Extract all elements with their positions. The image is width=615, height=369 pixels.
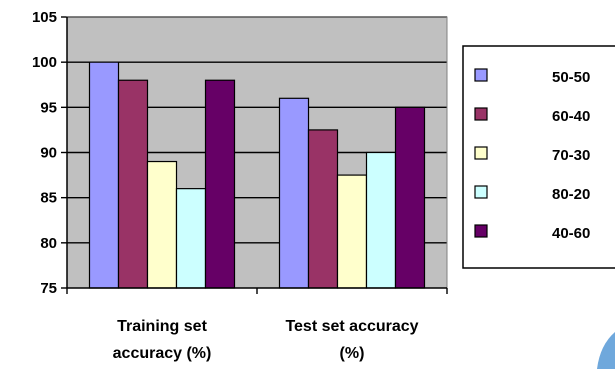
x-category-label: Test set accuracy: [285, 318, 418, 335]
y-tick-label: 105: [32, 9, 57, 26]
legend-label-80-20: 80-20: [552, 186, 590, 203]
legend-swatch-50-50: [474, 68, 488, 82]
legend-swatch-70-30: [474, 146, 488, 160]
x-category-label: accuracy (%): [113, 345, 212, 362]
bar-80-20-0: [175, 188, 207, 289]
bars: [88, 61, 426, 289]
y-tick-label: 100: [32, 54, 57, 71]
legend-swatch-60-40: [474, 107, 488, 121]
bar-60-40-1: [307, 129, 339, 289]
bar-70-30-1: [336, 174, 368, 289]
legend-swatch-80-20: [474, 185, 488, 199]
bar-50-50-1: [278, 97, 310, 289]
y-tick-label: 90: [40, 145, 57, 162]
axes: [61, 16, 448, 294]
y-tick-label: 75: [40, 280, 57, 297]
legend-label-60-40: 60-40: [552, 108, 590, 125]
y-tick-label: 85: [40, 190, 57, 207]
y-tick-label: 95: [40, 99, 57, 116]
bar-40-60-0: [204, 79, 236, 289]
x-category-label: (%): [340, 345, 365, 362]
bar-60-40-0: [117, 79, 149, 289]
legend-label-50-50: 50-50: [552, 69, 590, 86]
bar-70-30-0: [146, 160, 178, 289]
x-category-labels: Training set accuracy (%) Test set accurac…: [113, 318, 419, 362]
legend: 50-50 60-40 70-30 80-20 40-60: [462, 45, 615, 269]
y-tick-labels: 75 80 85 90 95 100 105: [32, 9, 57, 297]
legend-label-70-30: 70-30: [552, 147, 590, 164]
legend-swatch-40-60: [474, 224, 488, 238]
bar-50-50-0: [88, 61, 120, 289]
x-category-label: Training set: [117, 318, 207, 335]
bar-80-20-1: [365, 151, 397, 289]
legend-box: [462, 45, 615, 269]
bar-40-60-1: [394, 106, 426, 289]
y-tick-label: 80: [40, 235, 57, 252]
decorative-arc: [597, 332, 615, 369]
legend-label-40-60: 40-60: [552, 225, 590, 242]
